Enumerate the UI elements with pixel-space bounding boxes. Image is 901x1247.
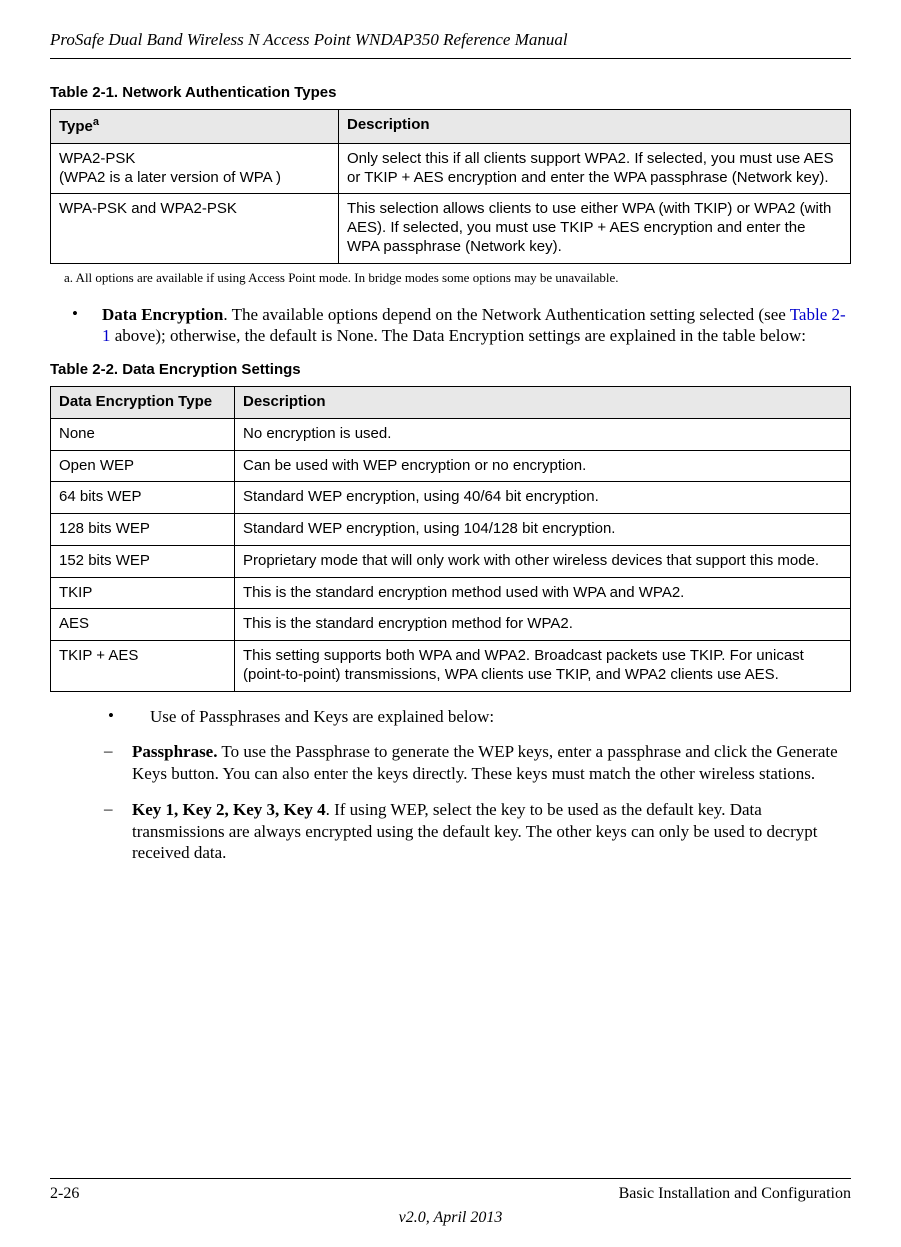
data-encryption-lead: Data Encryption [102, 305, 223, 324]
table1-r1-c1: WPA-PSK and WPA2-PSK [51, 194, 339, 263]
table1-header-type: Typea [51, 110, 339, 144]
table1-header-desc: Description [339, 110, 851, 144]
t2-r4-c2: Proprietary mode that will only work wit… [235, 545, 851, 577]
t2-r7-c2: This setting supports both WPA and WPA2.… [235, 641, 851, 692]
table-row: Open WEPCan be used with WEP encryption … [51, 450, 851, 482]
table2-data-encryption-settings: Data Encryption Type Description NoneNo … [50, 386, 851, 692]
passphrase-item: – Passphrase. To use the Passphrase to g… [98, 741, 851, 785]
table2-header-type: Data Encryption Type [51, 387, 235, 419]
doc-title: ProSafe Dual Band Wireless N Access Poin… [50, 30, 851, 50]
t2-r6-c2: This is the standard encryption method f… [235, 609, 851, 641]
table-row: TKIPThis is the standard encryption meth… [51, 577, 851, 609]
t2-r3-c1: 128 bits WEP [51, 514, 235, 546]
table1-header-type-text: Type [59, 118, 93, 135]
passphrases-keys-text: Use of Passphrases and Keys are explaine… [150, 706, 851, 728]
table2-caption: Table 2-2. Data Encryption Settings [50, 361, 851, 378]
table2-header-desc: Description [235, 387, 851, 419]
table1-footnote: a. All options are available if using Ac… [64, 270, 851, 286]
passphrase-lead: Passphrase. [132, 742, 217, 761]
table-row: AESThis is the standard encryption metho… [51, 609, 851, 641]
t2-r5-c2: This is the standard encryption method u… [235, 577, 851, 609]
version-date: v2.0, April 2013 [50, 1209, 851, 1227]
data-encryption-text: Data Encryption. The available options d… [102, 304, 851, 348]
t2-r6-c1: AES [51, 609, 235, 641]
t2-r7-c1: TKIP + AES [51, 641, 235, 692]
keys-item: – Key 1, Key 2, Key 3, Key 4. If using W… [98, 799, 851, 864]
table1-r1-c2: This selection allows clients to use eit… [339, 194, 851, 263]
table1-header-type-sup: a [93, 116, 99, 128]
table-row: 128 bits WEPStandard WEP encryption, usi… [51, 514, 851, 546]
table1-network-auth-types: Typea Description WPA2-PSK (WPA2 is a la… [50, 109, 851, 264]
page-header: ProSafe Dual Band Wireless N Access Poin… [50, 30, 851, 59]
data-encryption-before-link: . The available options depend on the Ne… [223, 305, 789, 324]
table2-header-row: Data Encryption Type Description [51, 387, 851, 419]
bullet-icon: • [50, 304, 102, 348]
keys-text: Key 1, Key 2, Key 3, Key 4. If using WEP… [132, 799, 851, 864]
header-rule [50, 58, 851, 59]
t2-r3-c2: Standard WEP encryption, using 104/128 b… [235, 514, 851, 546]
data-encryption-bullet: • Data Encryption. The available options… [50, 304, 851, 348]
data-encryption-after-link: above); otherwise, the default is None. … [111, 326, 807, 345]
t2-r0-c2: No encryption is used. [235, 418, 851, 450]
table-row: 152 bits WEPProprietary mode that will o… [51, 545, 851, 577]
passphrases-keys-bullet: • Use of Passphrases and Keys are explai… [98, 706, 851, 728]
t2-r5-c1: TKIP [51, 577, 235, 609]
footer-row: 2-26 Basic Installation and Configuratio… [50, 1185, 851, 1203]
passphrase-text: Passphrase. To use the Passphrase to gen… [132, 741, 851, 785]
table1-caption: Table 2-1. Network Authentication Types [50, 84, 851, 101]
t2-r4-c1: 152 bits WEP [51, 545, 235, 577]
table-row: WPA2-PSK (WPA2 is a later version of WPA… [51, 143, 851, 194]
bullet-icon: • [98, 706, 150, 728]
passphrase-body: To use the Passphrase to generate the WE… [132, 742, 838, 783]
section-title: Basic Installation and Configuration [619, 1185, 851, 1203]
footer-rule [50, 1178, 851, 1179]
table-row: NoneNo encryption is used. [51, 418, 851, 450]
page-number: 2-26 [50, 1185, 79, 1203]
t2-r1-c1: Open WEP [51, 450, 235, 482]
t2-r2-c1: 64 bits WEP [51, 482, 235, 514]
t2-r1-c2: Can be used with WEP encryption or no en… [235, 450, 851, 482]
table1-r0-c1: WPA2-PSK (WPA2 is a later version of WPA… [51, 143, 339, 194]
table1-header-row: Typea Description [51, 110, 851, 144]
table-row: TKIP + AESThis setting supports both WPA… [51, 641, 851, 692]
table-row: 64 bits WEPStandard WEP encryption, usin… [51, 482, 851, 514]
page-footer: 2-26 Basic Installation and Configuratio… [50, 1178, 851, 1227]
keys-lead: Key 1, Key 2, Key 3, Key 4 [132, 800, 326, 819]
dash-icon: – [98, 741, 132, 785]
table-row: WPA-PSK and WPA2-PSK This selection allo… [51, 194, 851, 263]
t2-r0-c1: None [51, 418, 235, 450]
dash-icon: – [98, 799, 132, 864]
t2-r2-c2: Standard WEP encryption, using 40/64 bit… [235, 482, 851, 514]
table1-r0-c2: Only select this if all clients support … [339, 143, 851, 194]
